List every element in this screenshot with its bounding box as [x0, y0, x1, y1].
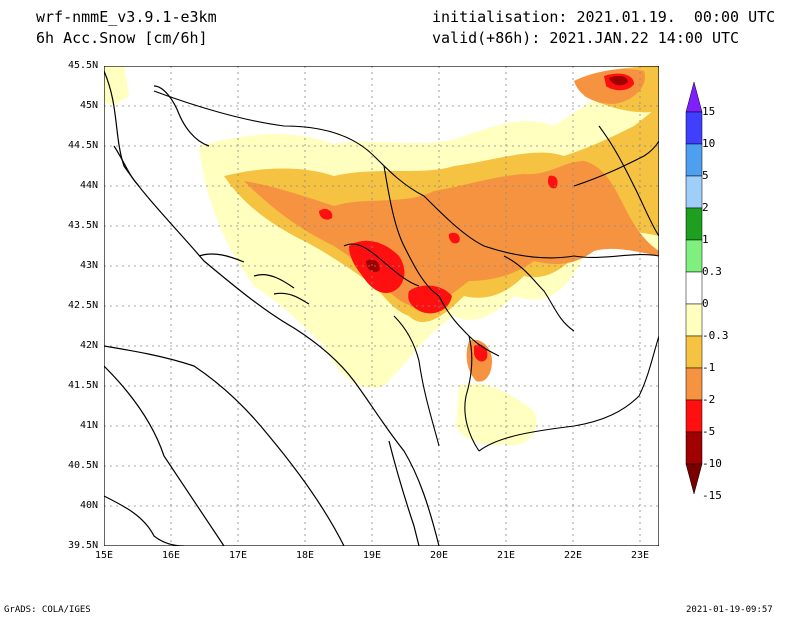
colorbar-label: 0.3 [702, 265, 722, 278]
colorbar-swatch [685, 271, 703, 305]
lat-label: 43N [80, 260, 99, 271]
lat-label: 45N [80, 100, 99, 111]
colorbar [685, 81, 703, 495]
lon-label: 21E [497, 550, 516, 561]
lat-label: 45.5N [68, 60, 99, 71]
variable-title: 6h Acc.Snow [cm/6h] [36, 29, 208, 47]
colorbar-swatch [685, 431, 703, 465]
footer-right: 2021-01-19-09:57 [686, 605, 773, 615]
lon-label: 23E [631, 550, 650, 561]
footer-left: GrADS: COLA/IGES [4, 605, 91, 615]
colorbar-swatch [685, 367, 703, 401]
lon-label: 17E [229, 550, 248, 561]
lat-label: 44.5N [68, 140, 99, 151]
snow-map [104, 66, 659, 546]
lat-label: 40N [80, 500, 99, 511]
lat-label: 42.5N [68, 300, 99, 311]
country-borders [153, 90, 659, 452]
colorbar-swatch [685, 143, 703, 177]
lon-label: 19E [363, 550, 382, 561]
colorbar-label: 2 [702, 201, 709, 214]
colorbar-swatch [685, 111, 703, 145]
colorbar-swatch [685, 463, 703, 495]
lat-label: 39.5N [68, 540, 99, 551]
lon-label: 20E [430, 550, 449, 561]
lat-label: 44N [80, 180, 99, 191]
lat-label: 41N [80, 420, 99, 431]
init-time: initialisation: 2021.01.19. 00:00 UTC [432, 8, 776, 26]
colorbar-label: 0 [702, 297, 709, 310]
colorbar-label: 1 [702, 233, 709, 246]
colorbar-label: -1 [702, 361, 716, 374]
colorbar-swatch [685, 303, 703, 337]
colorbar-swatch [685, 175, 703, 209]
lon-label: 15E [95, 550, 114, 561]
model-title: wrf-nmmE_v3.9.1-e3km [36, 8, 217, 26]
lon-label: 16E [162, 550, 181, 561]
colorbar-swatch [685, 81, 703, 113]
colorbar-label: -2 [702, 393, 716, 406]
colorbar-swatch [685, 239, 703, 273]
colorbar-swatch [685, 335, 703, 369]
colorbar-label: 5 [702, 169, 709, 182]
gridlines [104, 66, 659, 546]
coastlines [104, 70, 440, 546]
colorbar-label: 15 [702, 105, 716, 118]
lat-label: 41.5N [68, 380, 99, 391]
colorbar-label: -15 [702, 489, 722, 502]
snow-field [104, 66, 659, 446]
lat-label: 40.5N [68, 460, 99, 471]
colorbar-label: -0.3 [702, 329, 729, 342]
colorbar-swatch [685, 207, 703, 241]
lon-label: 18E [296, 550, 315, 561]
colorbar-label: 10 [702, 137, 716, 150]
lat-label: 43.5N [68, 220, 99, 231]
colorbar-label: -5 [702, 425, 716, 438]
valid-time: valid(+86h): 2021.JAN.22 14:00 UTC [432, 29, 740, 47]
lon-label: 22E [564, 550, 583, 561]
lat-label: 42N [80, 340, 99, 351]
colorbar-label: -10 [702, 457, 722, 470]
colorbar-swatch [685, 399, 703, 433]
